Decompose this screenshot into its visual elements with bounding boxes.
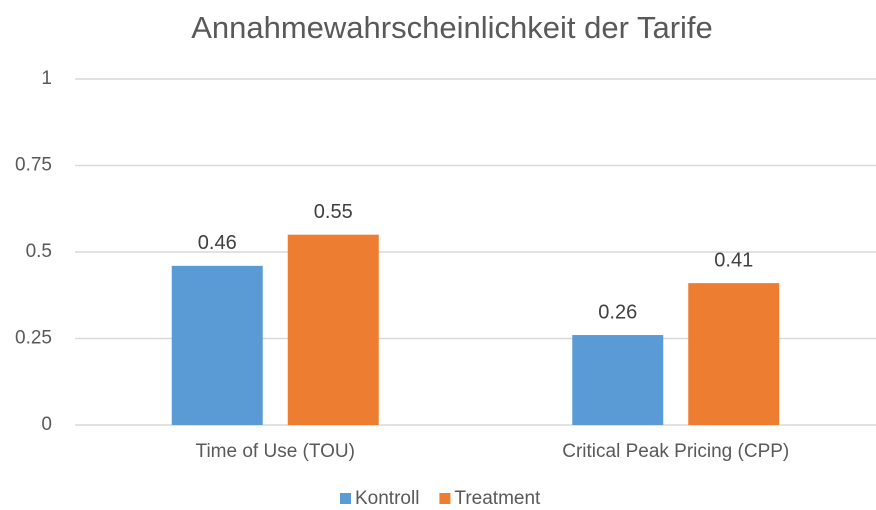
legend-label: Treatment <box>454 488 541 509</box>
x-tick-label: Time of Use (TOU) <box>196 441 355 462</box>
y-tick-label: 1 <box>41 68 52 89</box>
bar <box>572 335 664 425</box>
bar <box>287 234 379 425</box>
chart-title: Annahmewahrscheinlichkeit der Tarife <box>191 10 713 45</box>
y-tick-label: 0.25 <box>15 328 52 349</box>
legend-label: Kontroll <box>355 488 419 509</box>
bar <box>688 283 780 425</box>
y-tick-label: 0 <box>41 414 52 435</box>
legend-swatch <box>439 493 451 504</box>
y-tick-label: 0.75 <box>15 155 52 176</box>
data-label: 0.55 <box>314 201 353 223</box>
legend-swatch <box>340 493 351 504</box>
data-label: 0.26 <box>598 301 637 323</box>
data-label: 0.41 <box>714 249 753 271</box>
x-tick-label: Critical Peak Pricing (CPP) <box>562 441 789 462</box>
data-label: 0.46 <box>198 232 237 254</box>
bar <box>171 265 263 425</box>
y-tick-label: 0.5 <box>26 241 52 262</box>
